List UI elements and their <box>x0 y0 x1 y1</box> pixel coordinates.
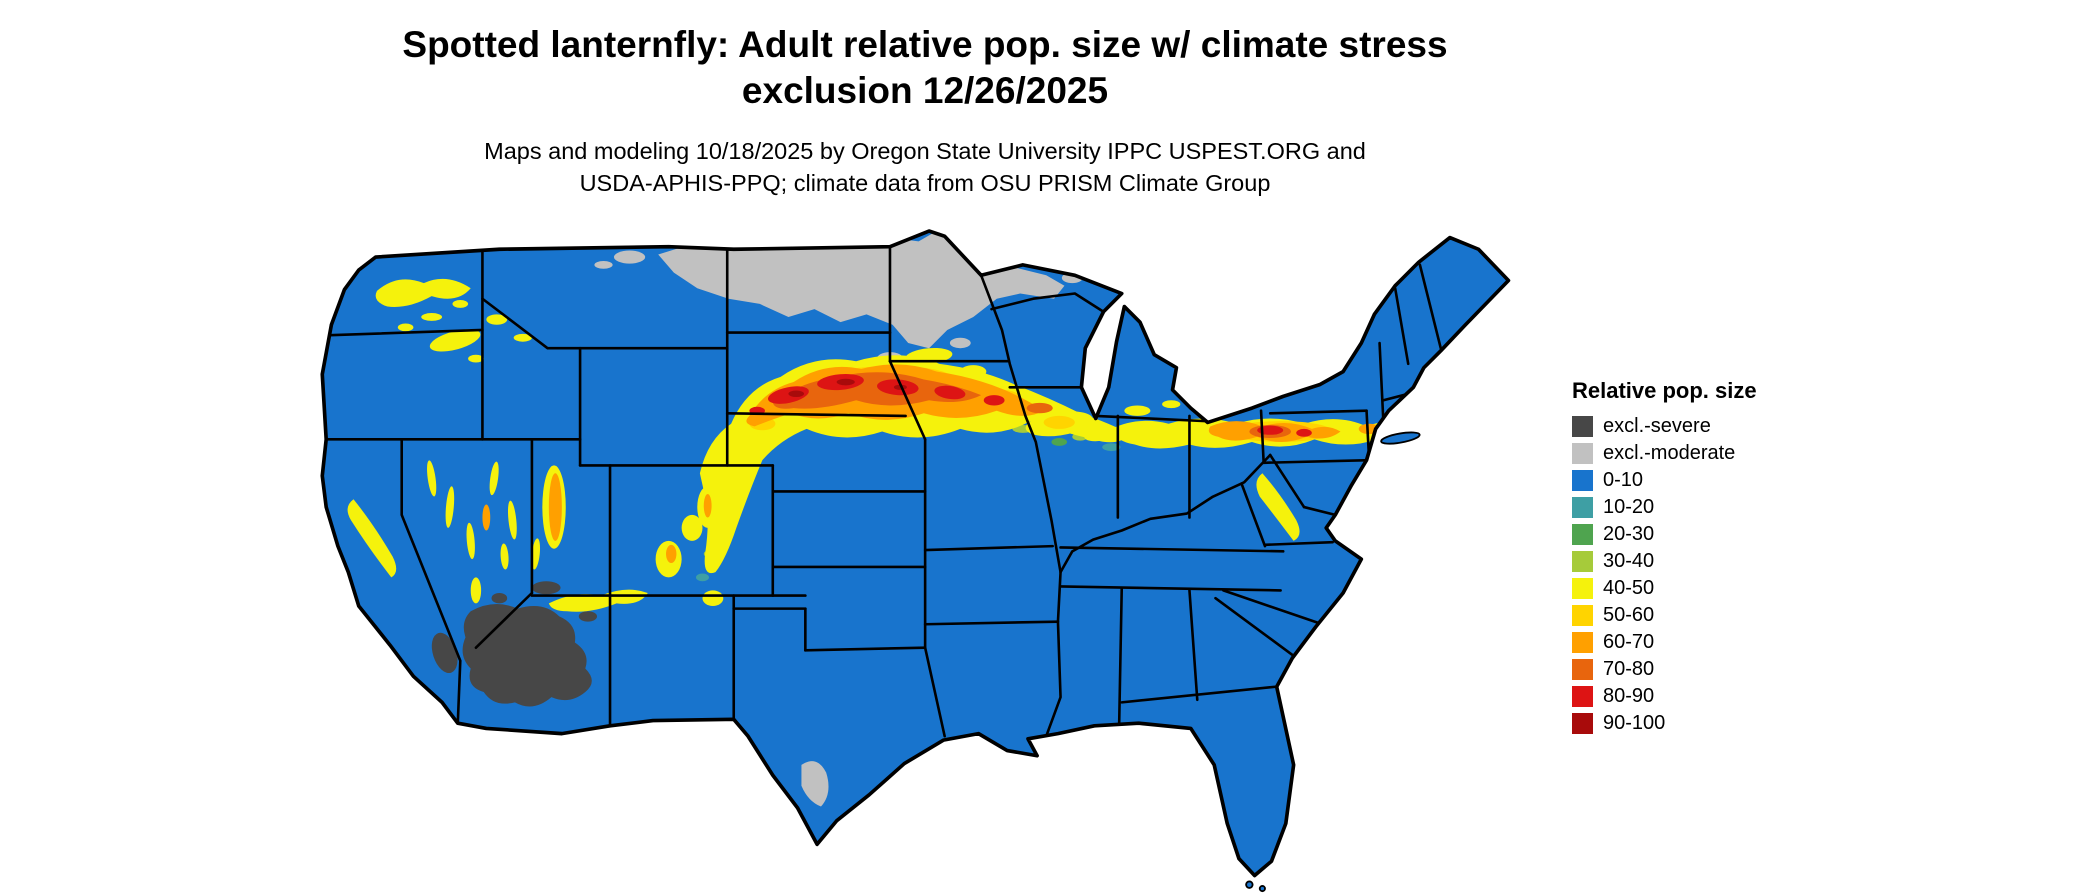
legend-label: 60-70 <box>1603 631 1655 653</box>
legend-label: 20-30 <box>1603 523 1655 545</box>
legend-label: 0-10 <box>1603 469 1644 491</box>
florida-keys <box>1245 880 1254 889</box>
legend-swatch <box>1572 632 1593 653</box>
legend-swatch <box>1572 416 1593 437</box>
legend-item-70-80: 70-80 <box>1572 658 1757 680</box>
page-title-line2: exclusion 12/26/2025 <box>741 70 1109 112</box>
page-subtitle-line1: Maps and modeling 10/18/2025 by Oregon S… <box>484 137 1366 164</box>
legend-swatch <box>1572 497 1593 518</box>
legend-item-50-60: 50-60 <box>1572 604 1757 626</box>
legend-label: 90-100 <box>1603 712 1666 734</box>
region-excl-moderate-south-texas <box>801 761 829 807</box>
legend-label: 70-80 <box>1603 658 1655 680</box>
legend-item-90-100: 90-100 <box>1572 712 1757 734</box>
legend-swatch <box>1572 551 1593 572</box>
legend: Relative pop. size excl.-severe excl.-mo… <box>1572 378 1757 740</box>
legend-swatch <box>1572 578 1593 599</box>
legend-swatch <box>1572 605 1593 626</box>
legend-swatch <box>1572 470 1593 491</box>
legend-item-40-50: 40-50 <box>1572 577 1757 599</box>
map-header: Spotted lanternfly: Adult relative pop. … <box>300 22 1550 200</box>
legend-label: 80-90 <box>1603 685 1655 707</box>
legend-item-excl-severe: excl.-severe <box>1572 415 1757 437</box>
legend-swatch <box>1572 713 1593 734</box>
legend-swatch <box>1572 659 1593 680</box>
legend-label: excl.-severe <box>1603 415 1711 437</box>
page-subtitle-line2: USDA-APHIS-PPQ; climate data from OSU PR… <box>579 170 1271 197</box>
legend-item-excl-moderate: excl.-moderate <box>1572 442 1757 464</box>
legend-swatch <box>1572 524 1593 545</box>
legend-item-80-90: 80-90 <box>1572 685 1757 707</box>
us-map-container <box>278 218 1528 895</box>
state-borders <box>323 245 1443 738</box>
legend-title: Relative pop. size <box>1572 378 1757 403</box>
page-title-line1: Spotted lanternfly: Adult relative pop. … <box>402 24 1448 65</box>
page-title: Spotted lanternfly: Adult relative pop. … <box>300 22 1550 115</box>
legend-item-10-20: 10-20 <box>1572 496 1757 518</box>
us-map <box>320 229 1511 893</box>
legend-label: 30-40 <box>1603 550 1655 572</box>
legend-item-60-70: 60-70 <box>1572 631 1757 653</box>
long-island <box>1380 431 1421 445</box>
legend-swatch <box>1572 686 1593 707</box>
coastal-islands <box>1245 431 1421 893</box>
legend-swatch <box>1572 443 1593 464</box>
legend-item-30-40: 30-40 <box>1572 550 1757 572</box>
legend-label: excl.-moderate <box>1603 442 1736 464</box>
legend-label: 10-20 <box>1603 496 1655 518</box>
florida-keys <box>1258 885 1266 893</box>
legend-label: 40-50 <box>1603 577 1655 599</box>
legend-item-20-30: 20-30 <box>1572 523 1757 545</box>
page-subtitle: Maps and modeling 10/18/2025 by Oregon S… <box>300 135 1550 201</box>
legend-item-0-10: 0-10 <box>1572 469 1757 491</box>
legend-label: 50-60 <box>1603 604 1655 626</box>
